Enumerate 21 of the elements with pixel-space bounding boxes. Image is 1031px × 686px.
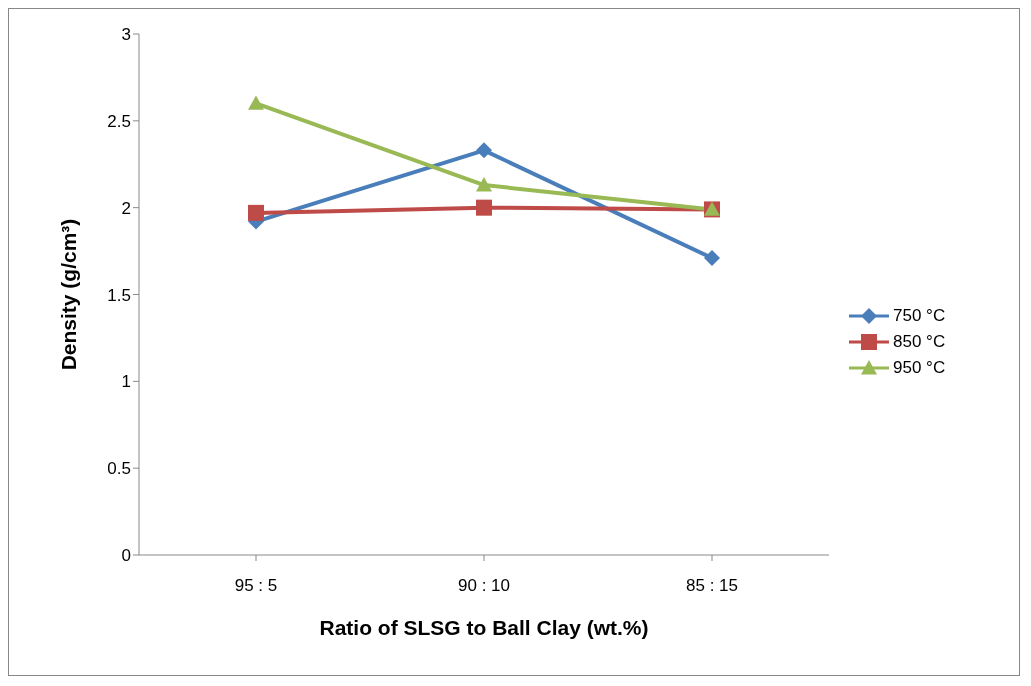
x-tick-label: 95 : 5 [234,576,278,596]
y-tick-label: 0 [121,546,131,566]
point [476,199,492,216]
point [476,177,492,192]
y-tick-label: 3 [121,25,131,45]
y-tick-label: 2.5 [107,111,131,131]
y-tick-label: 0.5 [107,459,131,479]
y-tick-label: 2 [121,198,131,218]
point [704,250,720,267]
point [248,95,264,110]
y-tick-label: 1 [121,372,131,392]
point [248,204,264,221]
x-tick-label: 85 : 15 [686,576,738,596]
x-axis-title: Ratio of SLSG to Ball Clay (wt.%) [319,616,649,639]
y-tick-label: 1.5 [107,285,131,305]
legend-label: 750 °C [893,306,946,326]
point [476,142,492,159]
legend-label: 950 °C [893,358,946,378]
x-tick-label: 90 : 10 [458,576,510,596]
y-axis-title: Density (g/cm³) [57,218,81,371]
legend-label: 850 °C [893,332,946,352]
